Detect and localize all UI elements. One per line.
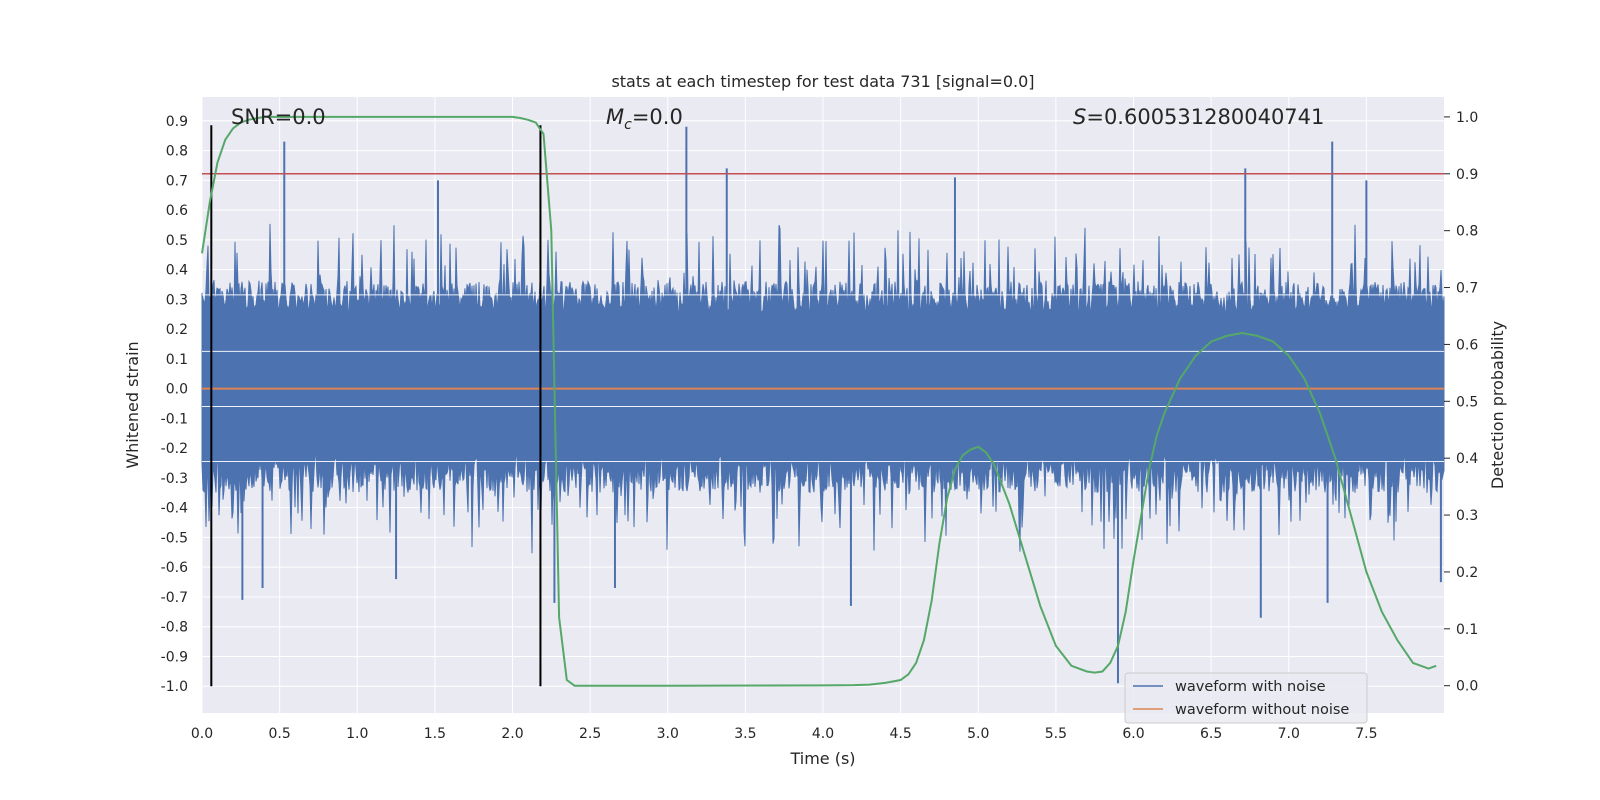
x-axis-label: Time (s) bbox=[789, 749, 855, 768]
y2-tick-label: 0.8 bbox=[1456, 224, 1478, 240]
snr-annotation: SNR=0.0 bbox=[231, 105, 326, 129]
y-tick-label: -0.4 bbox=[161, 501, 188, 517]
x-tick-label: 6.0 bbox=[1122, 726, 1144, 742]
chirp-mass-symbol: M bbox=[606, 105, 624, 129]
y-tick-label: -0.2 bbox=[161, 441, 188, 457]
y-tick-label: -0.6 bbox=[161, 560, 188, 576]
y2-tick-label: 0.4 bbox=[1456, 451, 1478, 467]
y2-tick-label: 0.3 bbox=[1456, 508, 1478, 524]
y-tick-label: 0.8 bbox=[166, 144, 188, 160]
y-tick-label: -0.3 bbox=[161, 471, 188, 487]
y2-tick-label: 0.6 bbox=[1456, 337, 1478, 353]
chart-title: stats at each timestep for test data 731… bbox=[611, 72, 1034, 91]
score-value: =0.600531280040741 bbox=[1086, 105, 1324, 129]
y-tick-label: 0.3 bbox=[166, 292, 188, 308]
score-symbol: S bbox=[1073, 105, 1086, 129]
legend-box bbox=[1124, 672, 1368, 724]
y-tick-label: -0.8 bbox=[161, 620, 188, 636]
y-tick-label: 0.9 bbox=[166, 114, 188, 130]
y2-tick-label: 0.5 bbox=[1456, 394, 1478, 410]
chirp-mass-annotation: Mc=0.0 bbox=[606, 105, 683, 133]
x-tick-label: 1.5 bbox=[424, 726, 446, 742]
y-tick-label: 0.2 bbox=[166, 322, 188, 338]
x-tick-label: 4.0 bbox=[812, 726, 834, 742]
x-tick-label: 2.0 bbox=[501, 726, 523, 742]
y2-tick-label: 0.1 bbox=[1456, 622, 1478, 638]
y2-tick-label: 1.0 bbox=[1456, 110, 1478, 126]
x-tick-label: 7.0 bbox=[1278, 726, 1300, 742]
y-tick-label: 0.4 bbox=[166, 263, 188, 279]
y2-axis: 0.0 0.1 0.2 0.3 0.4 0.5 0.6 0.7 0.8 0.9 1.0 bbox=[1444, 110, 1478, 695]
y-tick-label: 0.6 bbox=[166, 203, 188, 219]
x-tick-label: 3.0 bbox=[657, 726, 679, 742]
y-tick-label: -0.9 bbox=[161, 649, 188, 665]
legend: waveform with noise waveform without noi… bbox=[1124, 672, 1368, 724]
x-tick-label: 3.5 bbox=[734, 726, 756, 742]
y-tick-label: 0.7 bbox=[166, 173, 188, 189]
y-tick-label: -1.0 bbox=[161, 679, 188, 695]
x-axis: 0.0 0.5 1.0 1.5 2.0 2.5 3.0 3.5 4.0 4.5 5.0 5.5 6.0 6… bbox=[191, 726, 1378, 742]
overlay-lines bbox=[201, 115, 1444, 687]
chirp-mass-value: =0.0 bbox=[632, 105, 683, 129]
y-tick-label: -0.7 bbox=[161, 590, 188, 606]
x-tick-label: 0.5 bbox=[268, 726, 290, 742]
legend-label-clean: waveform without noise bbox=[1175, 702, 1349, 718]
x-tick-label: 6.5 bbox=[1200, 726, 1222, 742]
y-tick-label: 0.0 bbox=[166, 382, 188, 398]
y-axis: -1.0 -0.9 -0.8 -0.7 -0.6 -0.5 -0.4 -0.3 -0.2 -0.1… bbox=[161, 114, 188, 695]
y2-axis-label: Detection probability bbox=[1488, 321, 1507, 489]
y2-tick-label: 0.2 bbox=[1456, 565, 1478, 581]
detection-probability-line bbox=[201, 115, 1437, 687]
legend-label-noise: waveform with noise bbox=[1175, 679, 1326, 695]
x-tick-label: 1.0 bbox=[346, 726, 368, 742]
x-tick-label: 5.5 bbox=[1045, 726, 1067, 742]
chirp-mass-subscript: c bbox=[624, 117, 632, 133]
y-tick-label: -0.5 bbox=[161, 530, 188, 546]
x-tick-label: 2.5 bbox=[579, 726, 601, 742]
x-tick-label: 7.5 bbox=[1355, 726, 1377, 742]
y2-tick-label: 0.7 bbox=[1456, 281, 1478, 297]
y-axis-label: Whitened strain bbox=[123, 341, 142, 468]
y2-tick-label: 0.0 bbox=[1456, 679, 1478, 695]
x-tick-label: 0.0 bbox=[191, 726, 213, 742]
y-tick-label: -0.1 bbox=[161, 411, 188, 427]
score-annotation: S=0.600531280040741 bbox=[1073, 105, 1324, 129]
x-tick-label: 5.0 bbox=[967, 726, 989, 742]
y-tick-label: 0.5 bbox=[166, 233, 188, 249]
y-tick-label: 0.1 bbox=[166, 352, 188, 368]
x-tick-label: 4.5 bbox=[889, 726, 911, 742]
y2-tick-label: 0.9 bbox=[1456, 167, 1478, 183]
